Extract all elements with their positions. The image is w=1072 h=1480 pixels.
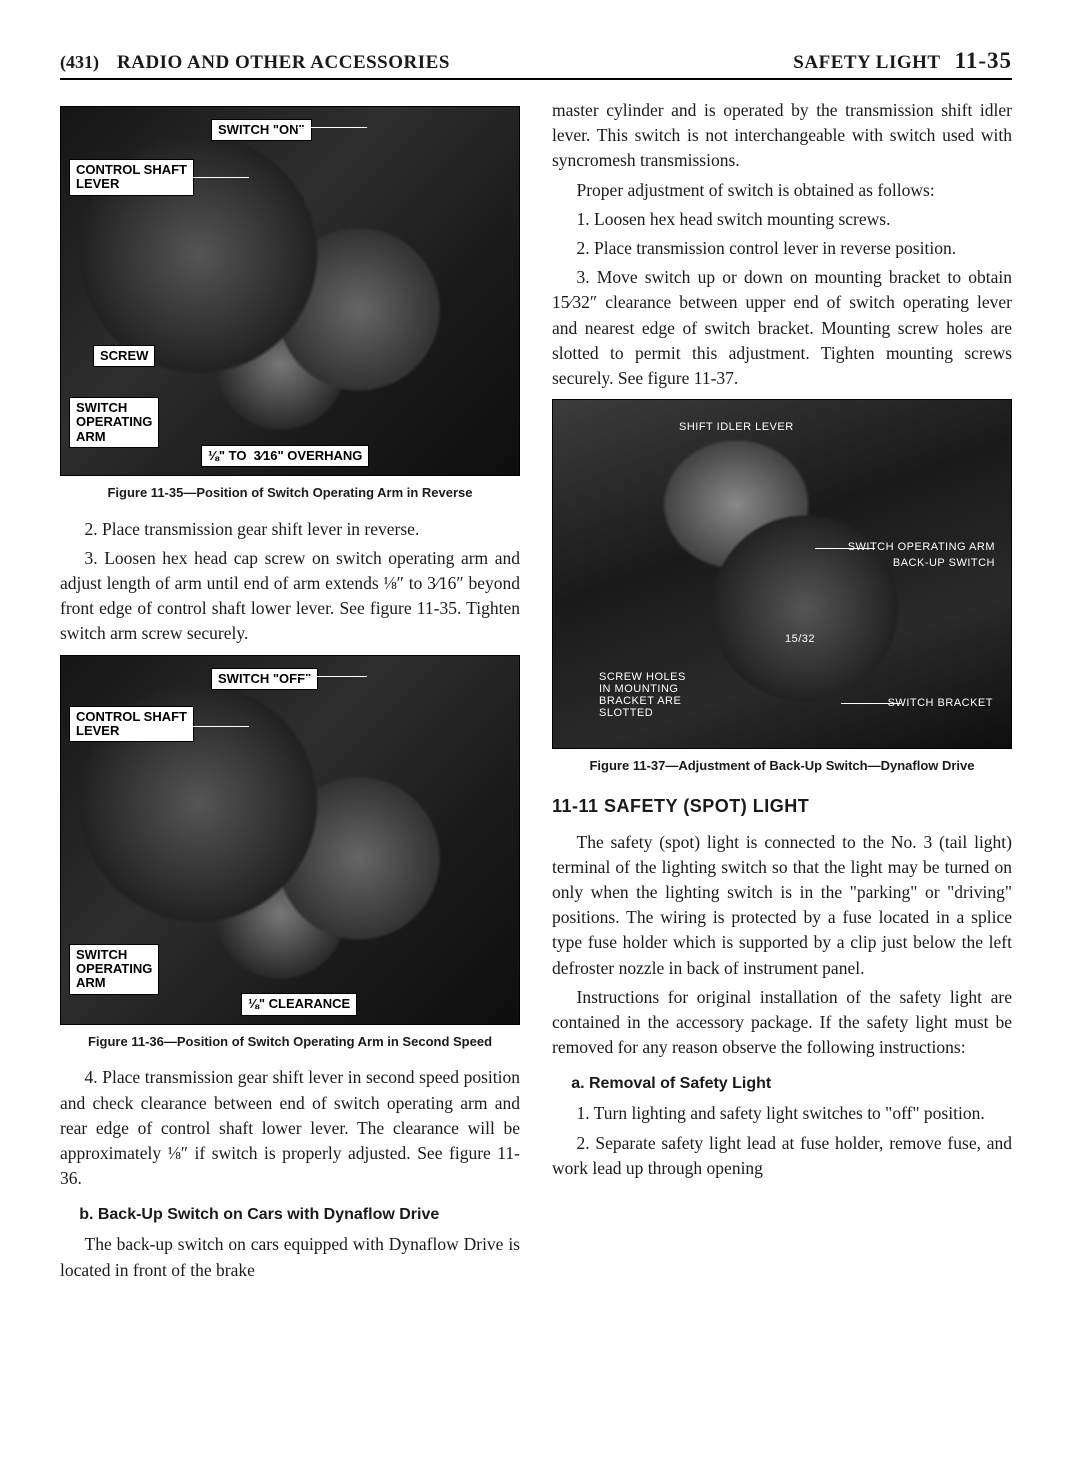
subheading-a-removal: a. Removal of Safety Light [571, 1072, 1012, 1095]
paragraph-safety-2: Instructions for original installation o… [552, 985, 1012, 1061]
two-column-layout: SWITCH "ON" CONTROL SHAFT LEVER SCREW SW… [60, 98, 1012, 1287]
paragraph-b1: The back-up switch on cars equipped with… [60, 1232, 520, 1282]
label-screw-holes: SCREW HOLES IN MOUNTING BRACKET ARE SLOT… [593, 668, 692, 722]
label-switch-operating-arm: SWITCH OPERATING ARM [69, 397, 159, 448]
header-title-right: SAFETY LIGHT [793, 52, 940, 74]
label-switch-off: SWITCH "OFF" [211, 668, 318, 690]
label-control-shaft-lever: CONTROL SHAFT LEVER [69, 706, 194, 743]
figure-11-37-caption: Figure 11-37—Adjustment of Back-Up Switc… [552, 757, 1012, 776]
figure-11-37: SHIFT IDLER LEVER SWITCH OPERATING ARM B… [552, 399, 1012, 749]
paragraph-a2: 2. Separate safety light lead at fuse ho… [552, 1131, 1012, 1181]
page-header: (431) RADIO AND OTHER ACCESSORIES SAFETY… [60, 48, 1012, 80]
subheading-b: b. Back-Up Switch on Cars with Dynaflow … [79, 1203, 520, 1226]
figure-11-36-caption: Figure 11-36—Position of Switch Operatin… [60, 1033, 520, 1052]
label-backup-switch: BACK-UP SWITCH [887, 554, 1001, 572]
paragraph-step-3: 3. Loosen hex head cap screw on switch o… [60, 546, 520, 647]
page: (431) RADIO AND OTHER ACCESSORIES SAFETY… [60, 48, 1012, 1432]
section-heading-11-11: 11-11 SAFETY (SPOT) LIGHT [552, 794, 1012, 820]
header-title-left: RADIO AND OTHER ACCESSORIES [117, 52, 450, 74]
label-switch-operating-arm: SWITCH OPERATING ARM [69, 944, 159, 995]
leader-line [297, 676, 367, 677]
page-number-left: (431) [60, 52, 99, 73]
paragraph-step-4: 4. Place transmission gear shift lever i… [60, 1065, 520, 1191]
left-column: SWITCH "ON" CONTROL SHAFT LEVER SCREW SW… [60, 98, 520, 1287]
page-number-right: 11-35 [955, 48, 1012, 74]
figure-11-35-caption: Figure 11-35—Position of Switch Operatin… [60, 484, 520, 503]
paragraph-top: master cylinder and is operated by the t… [552, 98, 1012, 174]
label-switch-on: SWITCH "ON" [211, 119, 312, 141]
leader-line [297, 127, 367, 128]
leader-line [815, 548, 875, 549]
paragraph-step-2: 2. Place transmission gear shift lever i… [60, 517, 520, 542]
header-right-group: SAFETY LIGHT 11-35 [793, 48, 1012, 74]
figure-11-36: SWITCH "OFF" CONTROL SHAFT LEVER SWITCH … [60, 655, 520, 1025]
label-control-shaft-lever: CONTROL SHAFT LEVER [69, 159, 194, 196]
label-screw: SCREW [93, 345, 155, 367]
label-clearance-1532: 15/32 [779, 630, 821, 648]
paragraph-safety-1: The safety (spot) light is connected to … [552, 830, 1012, 981]
paragraph-adjustment: Proper adjustment of switch is obtained … [552, 178, 1012, 203]
paragraph-r-step1: 1. Loosen hex head switch mounting screw… [552, 207, 1012, 232]
leader-line [841, 703, 901, 704]
leader-line [179, 726, 249, 727]
label-shift-idler-lever: SHIFT IDLER LEVER [673, 418, 800, 436]
label-overhang: ⅛" TO 3⁄16" OVERHANG [201, 445, 369, 467]
paragraph-a1: 1. Turn lighting and safety light switch… [552, 1101, 1012, 1126]
paragraph-r-step3: 3. Move switch up or down on mounting br… [552, 265, 1012, 391]
leader-line [179, 177, 249, 178]
label-clearance: ⅛" CLEARANCE [241, 993, 357, 1015]
paragraph-r-step2: 2. Place transmission control lever in r… [552, 236, 1012, 261]
figure-11-35: SWITCH "ON" CONTROL SHAFT LEVER SCREW SW… [60, 106, 520, 476]
right-column: master cylinder and is operated by the t… [552, 98, 1012, 1287]
